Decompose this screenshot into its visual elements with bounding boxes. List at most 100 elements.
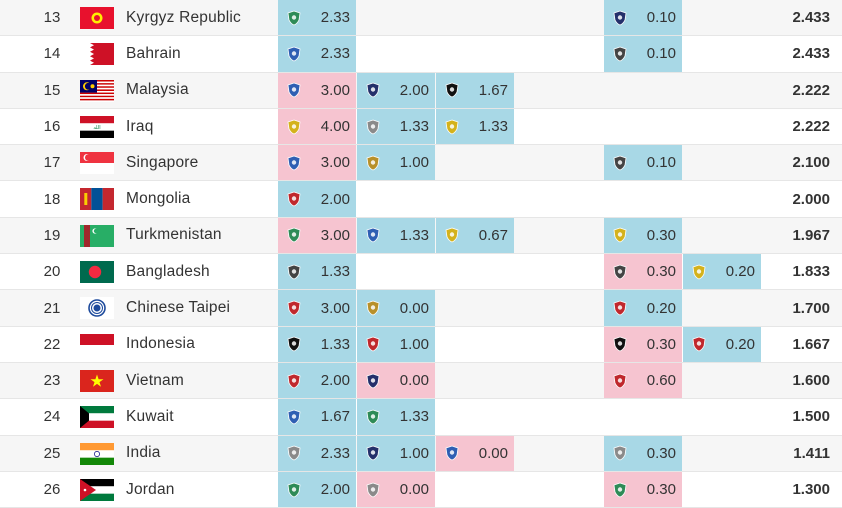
- club-score-cell[interactable]: 3.00: [278, 72, 356, 108]
- country-name[interactable]: Mongolia: [126, 190, 191, 208]
- club-crest-blue-icon: [365, 227, 381, 243]
- empty-score-cell: [683, 399, 761, 434]
- country-name[interactable]: Jordan: [126, 480, 175, 498]
- total-points: 2.222: [792, 118, 830, 136]
- table-row[interactable]: 14 Bahrain 2.33 0.10 2.433: [0, 36, 842, 73]
- table-row[interactable]: 16 الله Iraq 4.00 1.33 1.33 2.222: [0, 108, 842, 146]
- club-score-value: 0.67: [478, 226, 508, 244]
- country-name[interactable]: Kuwait: [126, 407, 174, 425]
- table-row[interactable]: 17 Singapore 3.00 1.00 0.10 2.100: [0, 145, 842, 182]
- club-score-value: 1.00: [399, 335, 429, 353]
- club-crest-green-icon: [286, 227, 302, 243]
- empty-score-cell: [357, 36, 435, 71]
- table-row[interactable]: 20 Bangladesh 1.33 0.30 0.20 1.833: [0, 254, 842, 291]
- club-score-cell[interactable]: 0.60: [604, 362, 682, 399]
- club-score-cell[interactable]: 3.00: [278, 290, 356, 326]
- club-score-cell[interactable]: 0.10: [604, 145, 682, 181]
- kyrgyz-flag: [80, 7, 114, 29]
- club-score-cell[interactable]: 2.00: [278, 471, 356, 508]
- table-row[interactable]: 19 Turkmenistan 3.00 1.33 0.67 0.30 1.967: [0, 217, 842, 255]
- club-crest-yellow-icon: [612, 227, 628, 243]
- table-row[interactable]: 13 Kyrgyz Republic 2.33 0.10 2.433: [0, 0, 842, 37]
- empty-score-cell: [436, 290, 514, 325]
- club-crest-white-icon: [612, 445, 628, 461]
- club-crest-red-icon: [286, 300, 302, 316]
- club-score-cell[interactable]: 3.00: [278, 145, 356, 181]
- table-row[interactable]: 22 Indonesia 1.33 1.00 0.30 0.20 1.667: [0, 326, 842, 363]
- club-crest-red-icon: [286, 191, 302, 207]
- country-name[interactable]: Vietnam: [126, 371, 184, 389]
- country-name[interactable]: Chinese Taipei: [126, 299, 231, 317]
- club-score-cell[interactable]: 1.33: [357, 399, 435, 435]
- empty-score-cell: [683, 0, 761, 35]
- club-score-value: 0.30: [646, 481, 676, 498]
- club-score-cell[interactable]: 0.30: [604, 326, 682, 362]
- club-score-cell[interactable]: 0.20: [683, 254, 761, 290]
- club-score-cell[interactable]: 1.33: [436, 108, 514, 145]
- club-score-cell[interactable]: 2.33: [278, 435, 356, 471]
- empty-score-cell: [357, 254, 435, 289]
- country-name[interactable]: Malaysia: [126, 81, 189, 99]
- club-score-cell[interactable]: 4.00: [278, 108, 356, 145]
- club-score-cell[interactable]: 0.10: [604, 36, 682, 72]
- club-score-cell[interactable]: 2.00: [278, 362, 356, 399]
- table-row[interactable]: 15 Malaysia 3.00 2.00 1.67 2.222: [0, 72, 842, 109]
- country-name[interactable]: India: [126, 444, 161, 462]
- club-score-cell[interactable]: 0.30: [604, 217, 682, 254]
- table-row[interactable]: 26 Jordan 2.00 0.00 0.30 1.300: [0, 471, 842, 508]
- club-score-cell[interactable]: 1.33: [278, 254, 356, 290]
- club-score-value: 1.33: [320, 335, 350, 353]
- club-score-cell[interactable]: 1.33: [357, 217, 435, 254]
- club-crest-red-icon: [612, 300, 628, 316]
- club-crest-green-icon: [286, 482, 302, 498]
- empty-score-cell: [357, 0, 435, 35]
- club-score-value: 1.67: [478, 81, 508, 99]
- club-score-cell[interactable]: 2.00: [278, 181, 356, 217]
- club-score-cell[interactable]: 2.00: [357, 72, 435, 108]
- club-crest-navy-icon: [365, 82, 381, 98]
- club-score-cell[interactable]: 0.67: [436, 217, 514, 254]
- club-score-cell[interactable]: 0.30: [604, 435, 682, 471]
- club-score-cell[interactable]: 0.00: [357, 290, 435, 326]
- club-score-cell[interactable]: 0.00: [357, 471, 435, 508]
- country-name[interactable]: Bangladesh: [126, 262, 210, 280]
- total-points: 2.100: [792, 154, 830, 172]
- club-score-cell[interactable]: 1.00: [357, 435, 435, 471]
- club-score-cell[interactable]: 2.33: [278, 36, 356, 72]
- club-score-cell[interactable]: 0.20: [683, 326, 761, 362]
- country-name[interactable]: Singapore: [126, 153, 199, 171]
- rank-number: 24: [43, 408, 61, 426]
- club-score-cell[interactable]: 0.30: [604, 254, 682, 290]
- club-score-cell[interactable]: 0.20: [604, 290, 682, 326]
- country-name[interactable]: Kyrgyz Republic: [126, 8, 241, 26]
- club-score-cell[interactable]: 3.00: [278, 217, 356, 254]
- country-name[interactable]: Indonesia: [126, 335, 196, 353]
- club-score-cell[interactable]: 2.33: [278, 0, 356, 36]
- club-score-value: 1.33: [399, 226, 429, 244]
- club-score-cell[interactable]: 0.30: [604, 471, 682, 508]
- country-name[interactable]: Iraq: [126, 117, 154, 135]
- club-score-cell[interactable]: 0.10: [604, 0, 682, 36]
- table-row[interactable]: 18 Mongolia 2.00 2.000: [0, 181, 842, 218]
- club-crest-black-icon: [444, 82, 460, 98]
- club-score-cell[interactable]: 1.33: [278, 326, 356, 362]
- country-name[interactable]: Turkmenistan: [126, 226, 222, 244]
- total-points: 1.700: [792, 299, 830, 317]
- club-score-cell[interactable]: 0.00: [357, 362, 435, 399]
- table-row[interactable]: 21 Chinese Taipei 3.00 0.00 0.20 1.700: [0, 290, 842, 327]
- club-score-cell[interactable]: 1.00: [357, 145, 435, 181]
- club-score-value: 2.00: [320, 190, 350, 208]
- club-crest-blue-icon: [286, 82, 302, 98]
- club-crest-navy-icon: [365, 445, 381, 461]
- club-score-value: 0.10: [646, 9, 676, 27]
- total-points: 1.500: [792, 408, 830, 426]
- table-row[interactable]: 25 India 2.33 1.00 0.00 0.30 1.411: [0, 435, 842, 472]
- club-score-cell[interactable]: 1.67: [278, 399, 356, 435]
- club-score-cell[interactable]: 1.67: [436, 72, 514, 108]
- club-score-cell[interactable]: 1.33: [357, 108, 435, 145]
- table-row[interactable]: 24 Kuwait 1.67 1.33 1.500: [0, 399, 842, 436]
- table-row[interactable]: 23 Vietnam 2.00 0.00 0.60 1.600: [0, 362, 842, 400]
- country-name[interactable]: Bahrain: [126, 44, 181, 62]
- club-score-cell[interactable]: 1.00: [357, 326, 435, 362]
- club-score-cell[interactable]: 0.00: [436, 435, 514, 471]
